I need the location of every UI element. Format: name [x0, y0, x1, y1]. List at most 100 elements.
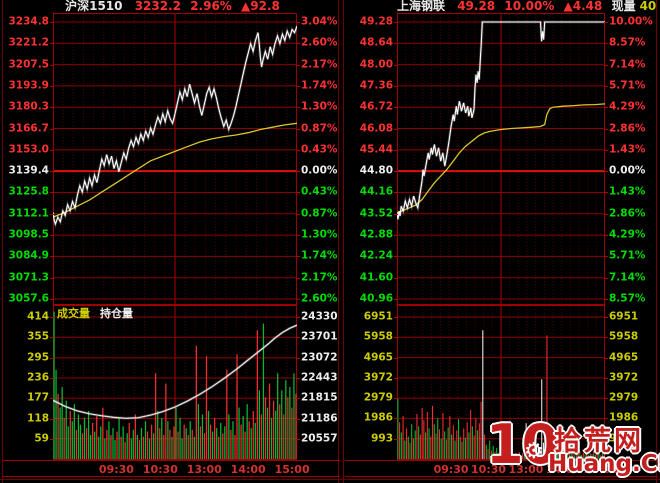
percent-axis-label: 2.86% — [609, 207, 646, 220]
axis-tick — [604, 64, 608, 66]
axis-tick — [394, 398, 398, 400]
price-chart[interactable] — [53, 13, 297, 305]
percent-axis-label: 8.57% — [609, 292, 646, 305]
volume-axis-label: 414 — [27, 310, 49, 323]
volume-axis-label: 1986 — [609, 411, 639, 424]
percent-axis-label: 3.04% — [301, 15, 338, 28]
volume-chart[interactable] — [53, 305, 297, 460]
panel-divider-left — [338, 0, 339, 483]
percent-axis-label: 0.87% — [301, 122, 338, 135]
percent-axis-label: 0.43% — [301, 185, 338, 198]
percent-axis-label: 5.71% — [609, 249, 646, 262]
axis-tick — [296, 213, 300, 215]
time-label: 15:00 — [583, 463, 619, 476]
percent-axis-label: 1.74% — [301, 79, 338, 92]
volume-axis-left: 6951 5958 4965 3972 2979 1986 993 — [345, 305, 398, 460]
axis-tick — [50, 357, 54, 359]
price-axis-right: 3.04% 2.60% 2.17% 1.74% 1.30% 0.87% 0.43% 0.00%… — [296, 13, 340, 305]
axis-tick — [50, 418, 54, 420]
price-axis-label: 3234.8 — [8, 15, 49, 28]
axis-tick — [394, 337, 398, 339]
volume-axis-label: 5958 — [363, 330, 393, 343]
percent-axis-label: 1.74% — [301, 249, 338, 262]
axis-tick — [296, 235, 300, 237]
axis-tick — [394, 299, 398, 300]
axis-tick — [604, 235, 608, 237]
instrument-name: 上海钢联 — [397, 0, 446, 13]
time-label: 10:30 — [142, 463, 178, 476]
percent-axis-label: 10.00% — [609, 15, 653, 28]
axis-tick — [296, 192, 300, 194]
last-price: 49.28 — [457, 0, 496, 13]
axis-tick — [394, 438, 398, 440]
percent-axis-label: 4.29% — [609, 228, 646, 241]
price-chart-svg — [397, 13, 605, 305]
time-label: 15:00 — [274, 463, 310, 476]
axis-tick — [50, 64, 54, 66]
axis-tick — [50, 213, 54, 215]
axis-tick — [50, 22, 54, 23]
axis-tick — [604, 418, 608, 420]
time-label: 14:00 — [230, 463, 266, 476]
axis-tick — [394, 418, 398, 420]
axis-tick — [296, 43, 300, 45]
open-interest-axis-label: 23701 — [301, 330, 338, 343]
axis-tick — [50, 277, 54, 279]
percent-axis-label: 2.17% — [301, 271, 338, 284]
axis-tick — [50, 149, 54, 151]
volume-axis-label: 993 — [609, 432, 631, 445]
percent-axis-label: 1.30% — [301, 100, 338, 113]
percent-axis-label: 5.71% — [609, 79, 646, 92]
volume-chart-svg — [397, 305, 605, 460]
price-axis-label: 3193.9 — [8, 79, 49, 92]
percent-axis-label: 1.43% — [609, 185, 646, 198]
price-axis-label: 3153.0 — [8, 143, 49, 156]
axis-tick — [604, 256, 608, 258]
volume-axis-label: 3972 — [609, 371, 639, 384]
up-arrow-icon: ▲ — [563, 0, 573, 13]
change-percent: 2.96% — [190, 0, 232, 13]
time-axis: 09:30 10:30 13:00 14:00 15:00 — [345, 460, 658, 477]
axis-tick — [394, 171, 398, 173]
price-axis-label: 46.08 — [359, 122, 393, 135]
panel-hushen-1510: 沪深1510 3232.2 2.96% ▲92.8 成交量 持仓量 3234.8 3… — [2, 0, 340, 478]
axis-tick — [296, 171, 300, 173]
axis-tick — [296, 149, 300, 151]
price-chart-svg — [53, 13, 297, 305]
axis-tick — [296, 438, 300, 440]
price-axis-label: 45.44 — [359, 143, 393, 156]
price-chart[interactable] — [397, 13, 605, 305]
percent-axis-label: 4.29% — [609, 100, 646, 113]
axis-tick — [394, 213, 398, 215]
time-label: 10:30 — [471, 463, 507, 476]
axis-tick — [394, 107, 398, 109]
axis-tick — [296, 378, 300, 380]
axis-tick — [296, 357, 300, 359]
axis-tick — [50, 85, 54, 87]
open-interest-axis-label: 23072 — [301, 351, 338, 364]
time-axis: 09:30 10:30 13:00 14:00 15:00 — [2, 460, 340, 477]
time-label: 14:00 — [545, 463, 581, 476]
axis-tick — [604, 43, 608, 45]
volume-axis-label: 4965 — [363, 351, 393, 364]
open-interest-axis-label: 24330 — [301, 310, 338, 323]
change-amount: 92.8 — [250, 0, 280, 13]
axis-tick — [50, 299, 54, 300]
axis-tick — [604, 107, 608, 109]
panel-header: 上海钢联 49.28 10.00% ▲4.48 现量 40 — [397, 0, 656, 13]
volume-chart[interactable] — [397, 305, 605, 460]
price-axis-label: 3098.5 — [8, 228, 49, 241]
price-axis-left: 3234.8 3221.2 3207.5 3193.9 3180.3 3166.7 3153… — [2, 13, 54, 305]
volume-axis-right: 24330 23701 23072 22443 21815 21186 20557 — [296, 305, 340, 460]
axis-tick — [296, 398, 300, 400]
axis-tick — [296, 418, 300, 420]
percent-axis-label: 0.43% — [301, 143, 338, 156]
axis-tick — [394, 128, 398, 130]
volume-pane-legend: 成交量 持仓量 — [57, 308, 133, 320]
axis-tick — [604, 317, 608, 318]
price-axis-label: 46.72 — [359, 100, 393, 113]
instrument-name: 沪深1510 — [65, 0, 123, 13]
volume-axis-label: 993 — [371, 432, 393, 445]
panel-divider-right — [343, 0, 344, 483]
